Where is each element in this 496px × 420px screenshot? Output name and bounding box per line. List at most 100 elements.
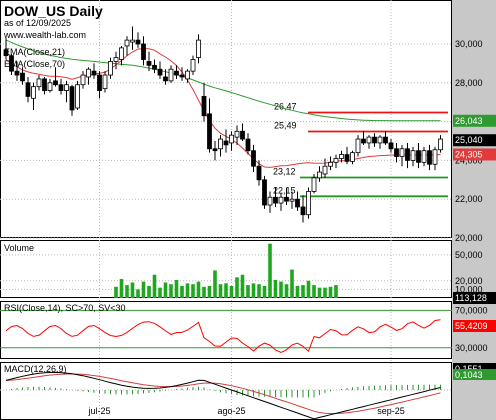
candle-down: [174, 70, 179, 76]
ema-long-line: [5, 39, 441, 122]
candle-down: [427, 150, 432, 165]
macd-signal-label: 0,1043: [455, 370, 483, 380]
macd-signal-box: [453, 369, 496, 380]
candle-down: [69, 86, 75, 111]
chart-title: DOW_US Daily: [4, 3, 103, 19]
candle-up: [124, 39, 130, 47]
candle-up: [366, 136, 372, 144]
volume-bar: [301, 285, 305, 298]
candle-up: [64, 84, 69, 91]
volume-bar: [235, 277, 239, 298]
ema-short-line: [5, 48, 441, 168]
volume-bar: [114, 286, 118, 298]
candle-down: [25, 82, 31, 97]
volume-bar: [246, 285, 250, 298]
candle-up: [410, 150, 416, 161]
volume-last-label: 113,128: [455, 293, 487, 303]
candle-up: [350, 152, 355, 162]
level-label: 22,15: [273, 185, 296, 195]
volume-bar: [130, 282, 135, 298]
volume-bar: [224, 283, 228, 298]
candle-up: [229, 134, 234, 144]
candle-up: [47, 82, 53, 91]
candle-down: [20, 72, 25, 82]
candle-down: [383, 136, 388, 144]
volume-tick-label: 50,000: [455, 250, 483, 260]
x-tick-label: sep-25: [377, 406, 405, 416]
volume-bar: [180, 285, 184, 298]
macd-line: [5, 371, 441, 420]
candle-up: [339, 154, 344, 159]
candle-down: [91, 70, 97, 76]
candle-up: [185, 70, 190, 80]
site-label: www.wealth-lab.com: [4, 30, 87, 40]
volume-bar: [273, 279, 278, 298]
candle-down: [97, 74, 102, 91]
candle-down: [405, 148, 410, 161]
candle-down: [201, 95, 207, 117]
volume-bar: [158, 287, 162, 298]
candle-up: [306, 191, 311, 216]
candle-down: [42, 78, 47, 91]
candle-down: [416, 150, 421, 163]
volume-bar: [240, 274, 245, 298]
candle-down: [295, 198, 300, 208]
last-price-tag: 25,040: [455, 135, 483, 145]
candle-up: [432, 149, 438, 165]
candle-up: [322, 165, 328, 175]
candle-down: [9, 55, 14, 72]
candle-down: [3, 49, 9, 57]
candle-down: [157, 68, 163, 76]
level-label: 25,49: [274, 120, 297, 130]
volume-bar: [279, 281, 283, 298]
candle-down: [245, 138, 251, 152]
volume-bar: [125, 285, 129, 298]
volume-bar: [152, 274, 157, 298]
volume-bar: [196, 281, 201, 298]
candle-down: [212, 148, 218, 152]
ema-long-legend: EMA(Close,70): [4, 59, 66, 69]
candle-down: [152, 64, 157, 70]
ema-short-value-tag: 24,305: [455, 149, 483, 159]
candle-down: [141, 43, 146, 60]
candle-up: [86, 68, 91, 78]
rsi-last-label: 55,4209: [455, 321, 488, 331]
volume-title: Volume: [4, 243, 35, 253]
candle-up: [399, 148, 405, 157]
candle-up: [317, 171, 322, 179]
candle-up: [168, 68, 174, 82]
volume-bar: [290, 269, 294, 298]
level-label: 23,12: [273, 166, 296, 176]
candle-up: [355, 138, 361, 154]
rsi-last-box: [453, 320, 496, 332]
volume-last-box: [453, 292, 496, 304]
candle-up: [234, 130, 240, 138]
candle-up: [218, 138, 223, 150]
candle-up: [75, 84, 80, 109]
candle-down: [146, 61, 152, 66]
rsi-line: [5, 319, 441, 354]
candle-up: [278, 196, 284, 204]
ema-long-value-tag-box: [453, 114, 496, 127]
candle-up: [311, 177, 317, 192]
volume-bar: [268, 243, 272, 298]
candle-up: [102, 74, 108, 90]
candle-up: [31, 86, 36, 99]
candle-down: [207, 113, 212, 150]
candle-up: [438, 138, 443, 151]
candle-down: [53, 80, 58, 86]
volume-bar: [163, 282, 168, 298]
candle-down: [262, 179, 267, 206]
macd-title: MACD(12,26,9): [4, 364, 67, 374]
axis-background: [452, 0, 496, 420]
volume-bar: [312, 285, 316, 298]
volume-bar: [229, 285, 234, 298]
rsi-tick-label: 70,0000: [455, 305, 488, 315]
y-tick-label: 28,000: [455, 78, 483, 88]
volume-bar: [257, 284, 261, 298]
volume-bar: [251, 283, 256, 298]
volume-bar: [202, 286, 206, 298]
candle-down: [388, 142, 394, 150]
candle-up: [289, 198, 295, 202]
